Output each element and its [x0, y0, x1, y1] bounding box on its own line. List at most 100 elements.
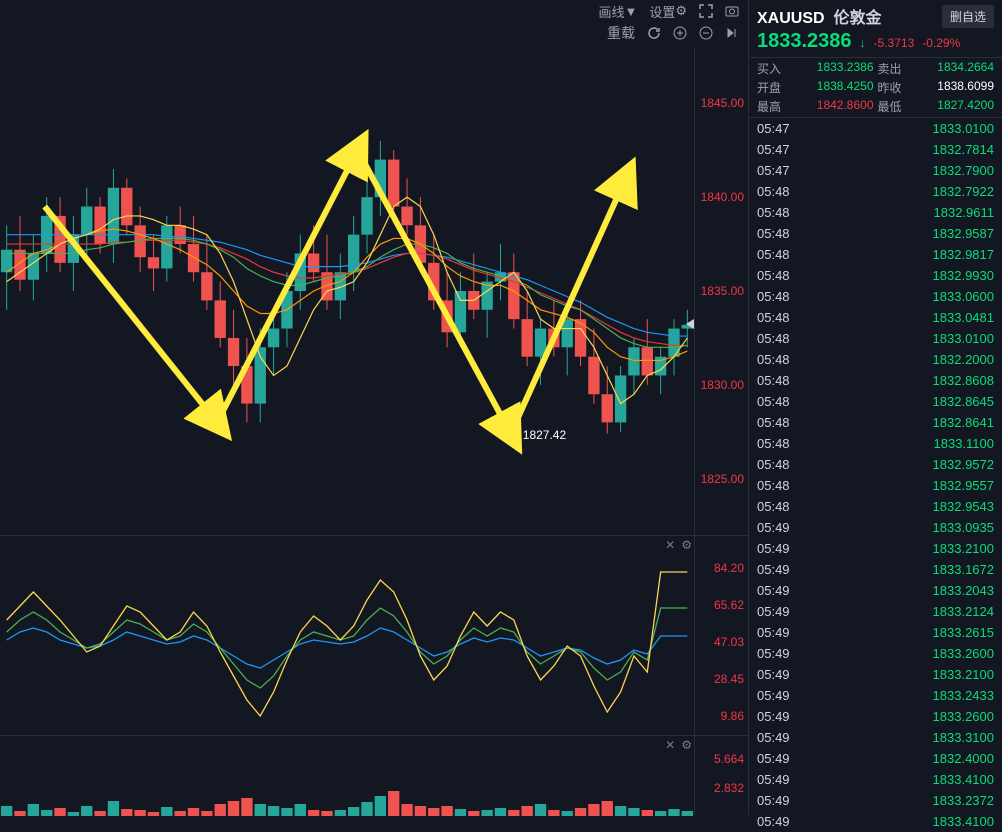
- tick-price: 1832.8641: [933, 413, 994, 432]
- tick-row: 05:481832.9587: [749, 223, 1002, 244]
- goto-end-button[interactable]: [722, 26, 742, 40]
- tick-row: 05:471833.0100: [749, 118, 1002, 139]
- indicator-pane-1[interactable]: ✕ ⚙ 84.2065.6247.0328.459.86: [0, 535, 748, 735]
- gear-icon: ⚙: [675, 3, 687, 19]
- top-toolbar-1: 画线 ▼ 设置 ⚙: [589, 0, 748, 22]
- remove-favorite-button[interactable]: 删自选: [942, 5, 994, 28]
- indicator-pane-2[interactable]: ✕ ⚙ 5.6642.832: [0, 735, 748, 815]
- tick-price: 1833.1672: [933, 560, 994, 579]
- tick-price: 1833.3100: [933, 728, 994, 747]
- camera-icon: [725, 4, 739, 18]
- tick-time: 05:49: [757, 581, 790, 600]
- tick-row: 05:491833.4100: [749, 811, 1002, 832]
- tick-row: 05:49 1833.2600: [749, 643, 1002, 664]
- reload-button[interactable]: 重载: [604, 23, 638, 43]
- indicator1-plot-area[interactable]: [0, 536, 694, 735]
- zoom-out-button[interactable]: [696, 26, 716, 40]
- tick-row: 05:481832.2000: [749, 349, 1002, 370]
- tick-time: 05:49: [757, 602, 790, 621]
- tick-row: 05:481832.9817: [749, 244, 1002, 265]
- tick-price: 1832.7814: [933, 140, 994, 159]
- tick-row: 05:471832.7900: [749, 160, 1002, 181]
- tick-row: 05:491833.3100: [749, 727, 1002, 748]
- quote-header: XAUUSD 伦敦金 删自选: [749, 0, 1002, 30]
- tick-price: 1832.2000: [933, 350, 994, 369]
- top-toolbar-2: 重载: [598, 22, 748, 44]
- tick-row: 05:491833.2433: [749, 685, 1002, 706]
- tick-row: 05:49 1833.2100: [749, 538, 1002, 559]
- ask-value: 1834.2664: [918, 60, 995, 77]
- y-axis-label: 1845.00: [701, 96, 744, 110]
- tick-row: 05:49 1833.2043: [749, 580, 1002, 601]
- chart-zone: 1827.42 1825.001830.001835.001840.001845…: [0, 47, 748, 815]
- y-axis-label: 84.20: [714, 561, 744, 575]
- tick-row: 05:481832.9930: [749, 265, 1002, 286]
- tick-price: 1833.0100: [933, 119, 994, 138]
- low-annotation-label: 1827.42: [523, 428, 566, 442]
- y-axis-label: 1830.00: [701, 378, 744, 392]
- tick-time: 05:48: [757, 413, 790, 432]
- tick-time: 05:47: [757, 140, 790, 159]
- plus-icon: [673, 26, 687, 40]
- price-change-pct: -0.29%: [922, 36, 960, 50]
- y-axis-label: 5.664: [714, 752, 744, 766]
- tick-row: 05:48 1832.8641: [749, 412, 1002, 433]
- tick-price: 1833.4100: [933, 770, 994, 789]
- indicator2-y-axis[interactable]: 5.6642.832: [694, 736, 748, 815]
- tick-price: 1832.8608: [933, 371, 994, 390]
- tick-price: 1833.2100: [933, 539, 994, 558]
- price-summary-row: 1833.2386 ↓ -5.3713 -0.29%: [749, 30, 1002, 57]
- tick-list[interactable]: 05:471833.010005:47 1832.781405:471832.79…: [749, 118, 1002, 832]
- tick-time: 05:49: [757, 560, 790, 579]
- tick-price: 1833.1100: [934, 434, 995, 453]
- tick-time: 05:48: [757, 287, 790, 306]
- tick-row: 05:491833.0935: [749, 517, 1002, 538]
- current-price-marker: [686, 319, 694, 329]
- tick-row: 05:48 1832.9572: [749, 454, 1002, 475]
- price-y-axis[interactable]: 1825.001830.001835.001840.001845.00: [694, 47, 748, 535]
- indicator2-plot-area[interactable]: [0, 736, 694, 815]
- camera-button[interactable]: [722, 4, 742, 18]
- price-plot-area[interactable]: 1827.42: [0, 47, 694, 535]
- tick-price: 1832.9572: [933, 455, 994, 474]
- tick-row: 05:49 1833.1672: [749, 559, 1002, 580]
- settings-button[interactable]: 设置 ⚙: [646, 2, 690, 21]
- tick-row: 05:48 1832.8645: [749, 391, 1002, 412]
- tick-time: 05:49: [757, 707, 790, 726]
- arrow-right-bar-icon: [725, 26, 739, 40]
- tick-price: 1832.8645: [933, 392, 994, 411]
- y-axis-label: 28.45: [714, 672, 744, 686]
- tick-price: 1832.4000: [933, 749, 994, 768]
- tick-price: 1832.9930: [933, 266, 994, 285]
- tick-price: 1832.7900: [933, 161, 994, 180]
- tick-row: 05:481833.0481: [749, 307, 1002, 328]
- tick-row: 05:491833.2100: [749, 664, 1002, 685]
- bid-value: 1833.2386: [797, 60, 874, 77]
- indicator1-y-axis[interactable]: 84.2065.6247.0328.459.86: [694, 536, 748, 735]
- tick-price: 1833.2043: [933, 581, 994, 600]
- refresh-icon-button[interactable]: [644, 26, 664, 40]
- fullscreen-button[interactable]: [696, 4, 716, 18]
- tick-row: 05:47 1832.7814: [749, 139, 1002, 160]
- price-pane[interactable]: 1827.42 1825.001830.001835.001840.001845…: [0, 47, 748, 535]
- drawline-button[interactable]: 画线 ▼: [595, 2, 640, 21]
- zoom-in-button[interactable]: [670, 26, 690, 40]
- tick-price: 1832.9587: [933, 224, 994, 243]
- drawline-label: 画线: [598, 2, 624, 21]
- tick-time: 05:49: [757, 791, 790, 810]
- bid-label: 买入: [757, 60, 793, 77]
- tick-time: 05:48: [757, 392, 790, 411]
- price-direction-icon: ↓: [860, 36, 866, 50]
- tick-row: 05:481832.8608: [749, 370, 1002, 391]
- tick-time: 05:48: [757, 455, 790, 474]
- tick-price: 1833.2600: [933, 644, 994, 663]
- tick-row: 05:481832.7922: [749, 181, 1002, 202]
- tick-time: 05:49: [757, 644, 790, 663]
- y-axis-label: 65.62: [714, 598, 744, 612]
- quote-grid: 买入 1833.2386 卖出 1834.2664 开盘 1838.4250 昨…: [749, 57, 1002, 118]
- tick-time: 05:49: [757, 539, 790, 558]
- symbol-name: 伦敦金: [833, 10, 881, 27]
- tick-price: 1833.2100: [933, 665, 994, 684]
- prev-label: 昨收: [878, 79, 914, 96]
- ask-label: 卖出: [878, 60, 914, 77]
